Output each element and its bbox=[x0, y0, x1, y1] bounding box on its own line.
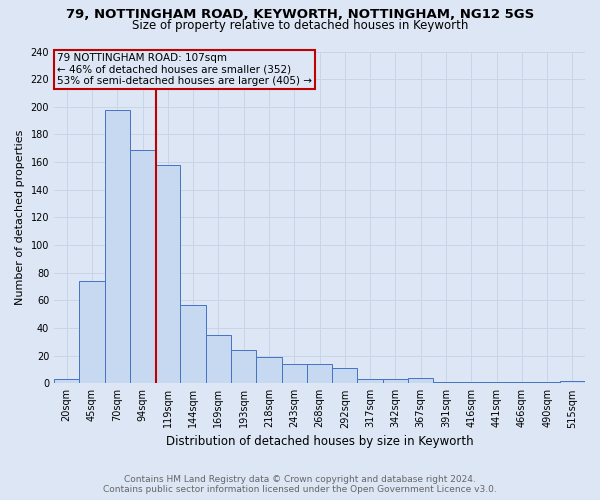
Text: 79, NOTTINGHAM ROAD, KEYWORTH, NOTTINGHAM, NG12 5GS: 79, NOTTINGHAM ROAD, KEYWORTH, NOTTINGHA… bbox=[66, 8, 534, 20]
Bar bbox=[54, 379, 79, 384]
Bar bbox=[181, 304, 206, 384]
Bar bbox=[231, 350, 256, 384]
Bar bbox=[484, 382, 509, 384]
Bar bbox=[458, 382, 484, 384]
Bar bbox=[509, 382, 535, 384]
Bar bbox=[206, 335, 231, 384]
Bar bbox=[307, 364, 332, 384]
Bar bbox=[130, 150, 155, 384]
Bar bbox=[155, 165, 181, 384]
Bar bbox=[433, 382, 458, 384]
Text: 79 NOTTINGHAM ROAD: 107sqm
← 46% of detached houses are smaller (352)
53% of sem: 79 NOTTINGHAM ROAD: 107sqm ← 46% of deta… bbox=[56, 53, 311, 86]
Y-axis label: Number of detached properties: Number of detached properties bbox=[15, 130, 25, 305]
Bar bbox=[560, 380, 585, 384]
X-axis label: Distribution of detached houses by size in Keyworth: Distribution of detached houses by size … bbox=[166, 434, 473, 448]
Bar bbox=[332, 368, 358, 384]
Bar bbox=[79, 281, 104, 384]
Bar bbox=[535, 382, 560, 384]
Text: Size of property relative to detached houses in Keyworth: Size of property relative to detached ho… bbox=[132, 18, 468, 32]
Bar bbox=[104, 110, 130, 384]
Bar bbox=[281, 364, 307, 384]
Bar bbox=[256, 357, 281, 384]
Bar bbox=[383, 379, 408, 384]
Bar bbox=[358, 379, 383, 384]
Bar bbox=[408, 378, 433, 384]
Text: Contains HM Land Registry data © Crown copyright and database right 2024.
Contai: Contains HM Land Registry data © Crown c… bbox=[103, 474, 497, 494]
